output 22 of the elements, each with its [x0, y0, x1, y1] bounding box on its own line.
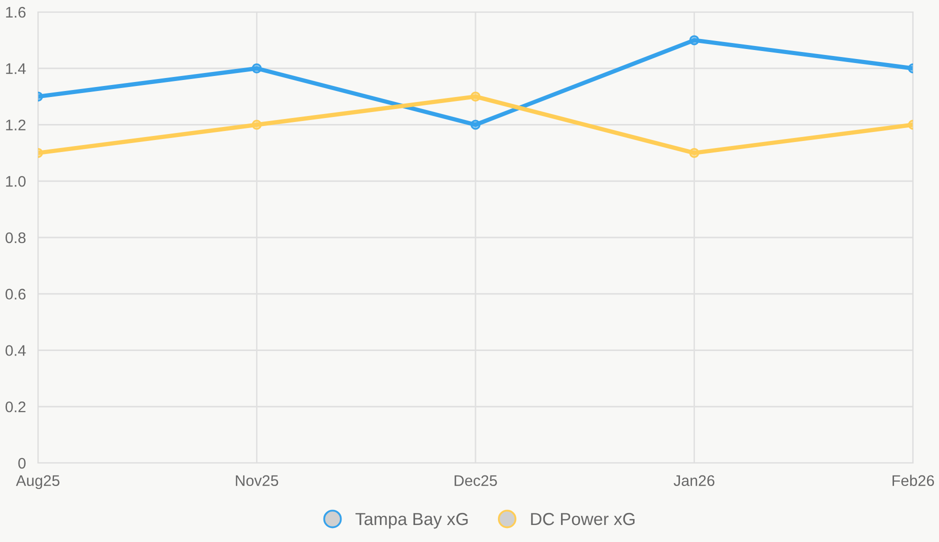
- y-tick-label: 0.6: [6, 288, 26, 300]
- x-tick-label: Aug25: [16, 475, 60, 490]
- point: [252, 63, 262, 74]
- y-tick-label: 0.2: [6, 401, 26, 412]
- y-tick-label: 1.4: [6, 63, 26, 74]
- point: [470, 120, 480, 130]
- x-tick-label: Jan26: [674, 475, 714, 486]
- point: [470, 92, 480, 102]
- y-tick-label: 1.2: [6, 120, 26, 130]
- point: [689, 148, 700, 158]
- point: [252, 120, 262, 130]
- y-tick-label: 0.8: [6, 232, 26, 244]
- y-tick-label: 0: [18, 458, 26, 469]
- legend-label: DC Power xG: [531, 512, 635, 526]
- y-tick-label: 1.6: [6, 6, 26, 18]
- y-tick-label: 0.4: [6, 345, 26, 356]
- x-tick-label: Feb26: [892, 474, 934, 486]
- y-tick-label: 1.0: [6, 176, 26, 187]
- x-tick-label: Dec25: [454, 475, 497, 486]
- x-tick-label: Nov25: [236, 475, 278, 486]
- point: [689, 35, 700, 46]
- legend-label: Tampa Bay xG: [355, 512, 468, 529]
